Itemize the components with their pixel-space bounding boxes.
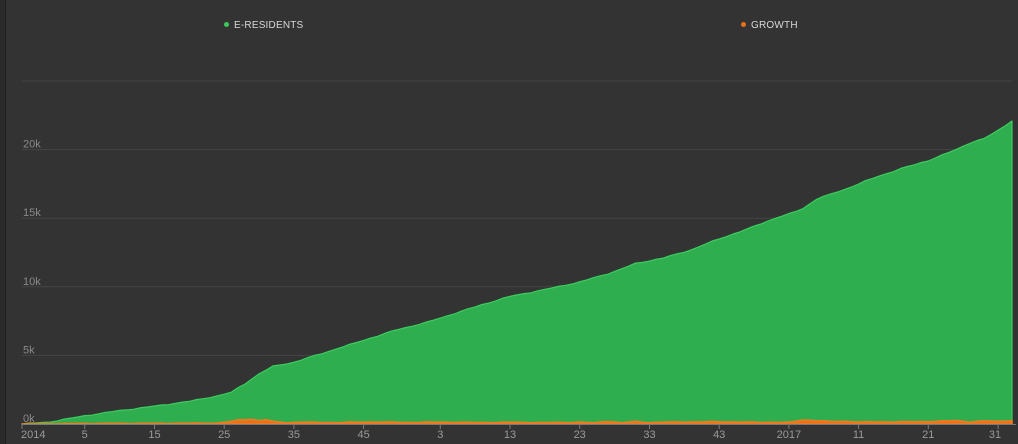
legend-dot-e-residents: [224, 22, 229, 27]
legend-item-growth[interactable]: GROWTH: [741, 20, 798, 31]
x-tick-label: 43: [713, 429, 725, 441]
x-tick-label: 5: [82, 429, 88, 441]
legend-item-e-residents[interactable]: E-RESIDENTS: [224, 20, 303, 31]
series-areas: [21, 120, 1013, 425]
x-tick-label: 2014: [21, 429, 45, 441]
legend-dot-growth: [741, 22, 746, 27]
x-tick-label: 2017: [777, 429, 801, 441]
y-tick-label: 15k: [23, 207, 41, 219]
y-axis-labels: 0k 5k 10k 15k 20k: [23, 139, 41, 425]
x-tick-label: 25: [218, 429, 230, 441]
x-tick-label: 13: [504, 429, 516, 441]
x-tick-label: 3: [437, 429, 443, 441]
x-tick-label: 23: [574, 429, 586, 441]
x-tick-label: 35: [288, 429, 300, 441]
x-tick-label: 33: [643, 429, 655, 441]
x-tick-label: 11: [853, 429, 864, 441]
series-area-e-residents: [21, 120, 1013, 425]
x-tick-label: 31: [989, 429, 1001, 441]
legend-label-e-residents: E-RESIDENTS: [234, 20, 304, 31]
series-area-growth: [21, 418, 1013, 425]
legend-label-growth: GROWTH: [751, 20, 798, 31]
x-tick-label: 45: [357, 429, 369, 441]
y-tick-label: 0k: [23, 413, 35, 425]
x-tick-label: 15: [148, 429, 160, 441]
y-tick-label: 5k: [23, 344, 35, 356]
x-axis: 2014 5 15 25 35 45 3 13 23 33 43 2017 11 21 31: [21, 424, 1016, 441]
y-tick-label: 10k: [23, 276, 41, 288]
y-tick-label: 20k: [23, 139, 41, 151]
x-tick-label: 21: [922, 429, 934, 441]
left-border: [0, 0, 6, 444]
